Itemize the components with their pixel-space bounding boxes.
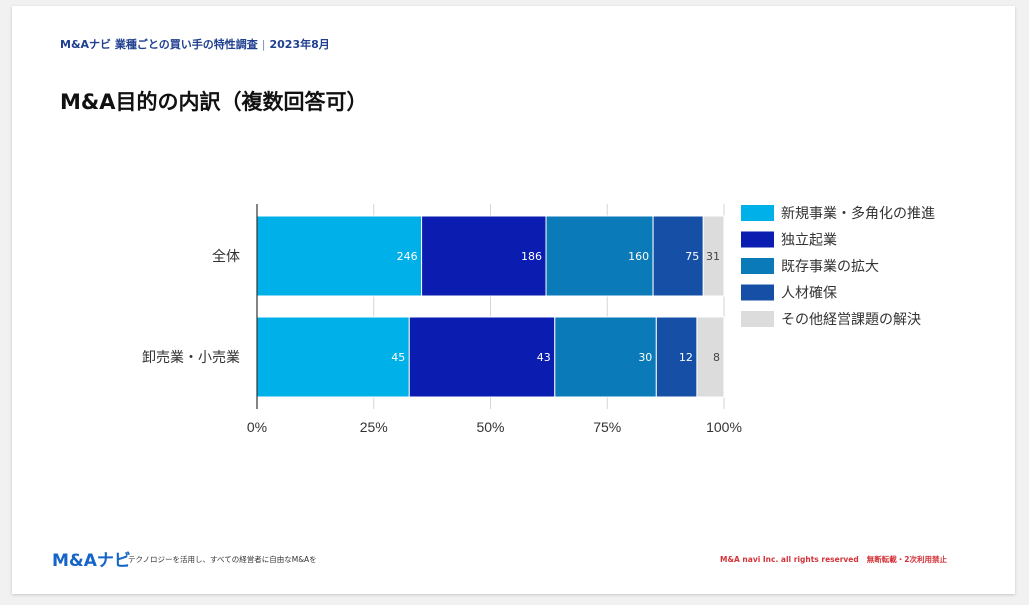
x-tick-label: 75%	[593, 419, 621, 435]
legend-label: 独立起業	[781, 233, 837, 249]
data-label: 160	[628, 250, 649, 263]
legend-swatch	[741, 284, 774, 301]
legend-swatch	[741, 311, 774, 327]
report-series-name: M&Aナビ 業種ごとの買い手の特性調査	[60, 38, 258, 51]
bar-segment	[421, 215, 547, 297]
report-header: M&Aナビ 業種ごとの買い手の特性調査 | 2023年8月	[60, 36, 330, 52]
legend-swatch	[741, 258, 774, 274]
footer-rights: M&A navi Inc. all rights reserved 無断転載・2次…	[720, 554, 947, 565]
x-tick-label: 100%	[706, 419, 742, 435]
chart-title: M&A目的の内訳（複数回答可）	[60, 90, 368, 114]
footer-tagline: テクノロジーを活用し、すべての経営者に自由なM&Aを	[128, 555, 317, 564]
legend-label: 既存事業の拡大	[781, 259, 879, 275]
data-label: 43	[537, 351, 551, 364]
data-label: 12	[679, 351, 693, 364]
report-date: 2023年8月	[269, 38, 330, 51]
x-tick-label: 0%	[247, 419, 267, 435]
report-card: M&Aナビ 業種ごとの買い手の特性調査 | 2023年8月 M&A目的の内訳（複数回…	[12, 6, 1015, 594]
data-label: 31	[706, 250, 720, 263]
data-label: 30	[638, 351, 652, 364]
bar-segment	[256, 316, 410, 398]
stacked-bar-chart: 0% 25% 50% 75% 100% 246 186 160 75 31 全体 45 43 30 12 8 卸…	[142, 204, 935, 435]
legend-label: 人材確保	[781, 286, 837, 302]
bar-segment	[696, 316, 725, 398]
legend-label: 新規事業・多角化の推進	[781, 205, 935, 222]
legend-swatch	[741, 231, 774, 248]
header-separator: |	[261, 38, 266, 51]
legend-label: その他経営課題の解決	[781, 312, 921, 328]
reprint-notice: 無断転載・2次利用禁止	[866, 555, 947, 564]
x-tick-label: 25%	[360, 419, 388, 435]
category-label: 全体	[212, 248, 240, 265]
bar-segment	[554, 316, 657, 398]
data-label: 246	[397, 250, 418, 263]
data-label: 45	[391, 351, 405, 364]
legend-swatch	[741, 205, 774, 221]
copyright-text: M&A navi Inc. all rights reserved	[720, 555, 859, 564]
data-label: 186	[521, 250, 542, 263]
category-label: 卸売業・小売業	[142, 350, 240, 366]
x-tick-label: 50%	[476, 419, 504, 435]
bar-segment	[652, 215, 704, 297]
data-label: 75	[685, 250, 699, 263]
bar-segment	[702, 215, 725, 297]
brand-logo: M&Aナビ	[52, 551, 131, 571]
bar-segment	[408, 316, 556, 398]
data-label: 8	[713, 351, 720, 364]
